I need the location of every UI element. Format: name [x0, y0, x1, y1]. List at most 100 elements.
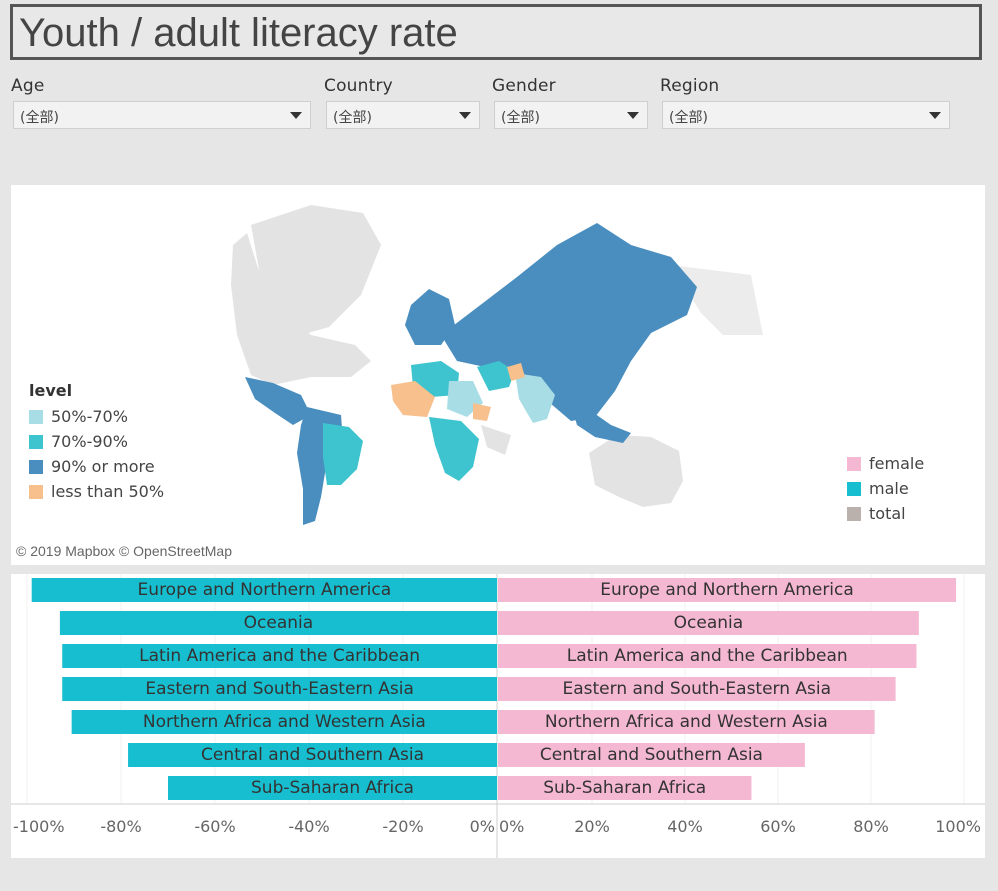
map-africa-mid[interactable]	[429, 417, 479, 481]
bar-male[interactable]	[31, 578, 497, 602]
axis-tick-label: 0%	[499, 817, 524, 836]
bar-male[interactable]	[62, 644, 497, 668]
bar-male-label: Europe and Northern America	[138, 580, 392, 600]
bar-male-label: Central and Southern Asia	[201, 745, 424, 765]
bar-female-label: Latin America and the Caribbean	[567, 646, 848, 666]
bar-female[interactable]	[498, 644, 917, 668]
bar-male[interactable]	[168, 776, 497, 800]
legend-item-label: male	[869, 479, 909, 498]
filter-region-value: (全部)	[669, 110, 708, 126]
bar-male-label: Oceania	[244, 613, 314, 633]
map-attribution[interactable]: © 2019 Mapbox © OpenStreetMap	[16, 543, 232, 559]
legend-item[interactable]: 50%-70%	[29, 404, 164, 429]
dashboard-title-box: Youth / adult literacy rate	[10, 4, 982, 60]
axis-tick-label: 20%	[574, 817, 610, 836]
filter-country-value: (全部)	[333, 110, 372, 126]
dashboard-title: Youth / adult literacy rate	[19, 11, 458, 55]
bar-male-label: Northern Africa and Western Asia	[143, 712, 426, 732]
legend-swatch	[29, 459, 43, 474]
chevron-down-icon[interactable]	[459, 112, 471, 119]
axis-tick-label: -60%	[194, 817, 235, 836]
axis-tick-label: -20%	[382, 817, 423, 836]
map-se-asia[interactable]	[571, 405, 631, 443]
filter-age: Age (全部)	[11, 76, 311, 129]
filter-gender: Gender (全部)	[492, 76, 648, 129]
bar-male-label: Eastern and South-Eastern Asia	[145, 679, 414, 699]
legend-item[interactable]: 70%-90%	[29, 429, 164, 454]
bar-female[interactable]	[498, 611, 919, 635]
bar-female[interactable]	[498, 776, 752, 800]
legend-item-label: less than 50%	[51, 482, 165, 501]
world-map[interactable]	[11, 185, 985, 565]
map-north-america-central[interactable]	[245, 377, 311, 425]
bar-female[interactable]	[498, 578, 957, 602]
bar-male[interactable]	[62, 677, 497, 701]
axis-tick-label: 80%	[853, 817, 889, 836]
legend-gender: female male total	[847, 451, 924, 526]
map-west-africa[interactable]	[391, 381, 435, 417]
legend-item[interactable]: less than 50%	[29, 479, 164, 504]
filter-country-label: Country	[324, 76, 393, 96]
filter-region-dropdown[interactable]: (全部)	[662, 101, 950, 129]
legend-item-label: female	[869, 454, 925, 473]
filter-gender-label: Gender	[492, 76, 556, 96]
map-horn-africa[interactable]	[473, 403, 491, 421]
legend-item-label: 70%-90%	[51, 432, 128, 451]
legend-item-label: 90% or more	[51, 457, 155, 476]
bar-female-label: Oceania	[674, 613, 744, 633]
literacy-bar-chart[interactable]: Europe and Northern America Europe and No…	[11, 574, 985, 858]
legend-item[interactable]: male	[847, 476, 924, 501]
filter-country-dropdown[interactable]: (全部)	[326, 101, 480, 129]
bar-female[interactable]	[498, 677, 896, 701]
legend-item-label: total	[869, 504, 906, 523]
bar-female[interactable]	[498, 710, 875, 734]
map-south-asia[interactable]	[515, 373, 555, 423]
bar-male[interactable]	[59, 611, 498, 635]
filter-age-value: (全部)	[20, 110, 59, 126]
map-antarctic-hint	[671, 265, 763, 335]
filter-age-label: Age	[11, 76, 45, 96]
filter-region-label: Region	[660, 76, 720, 96]
filter-gender-value: (全部)	[501, 110, 540, 126]
map-europe[interactable]	[405, 289, 455, 345]
chevron-down-icon[interactable]	[290, 112, 302, 119]
bar-male-label: Sub-Saharan Africa	[251, 778, 414, 798]
map-north-america-north[interactable]	[231, 233, 371, 385]
axis-tick-label: -80%	[100, 817, 141, 836]
legend-swatch	[847, 481, 861, 496]
filter-region: Region (全部)	[660, 76, 950, 129]
map-australia[interactable]	[589, 435, 683, 507]
legend-item[interactable]: female	[847, 451, 924, 476]
map-africa-grey[interactable]	[481, 425, 511, 455]
bar-male[interactable]	[71, 710, 498, 734]
map-russia-asia[interactable]	[441, 223, 697, 421]
bar-female-label: Eastern and South-Eastern Asia	[562, 679, 831, 699]
chevron-down-icon[interactable]	[627, 112, 639, 119]
bar-female-label: Central and Southern Asia	[540, 745, 763, 765]
legend-swatch	[29, 484, 43, 499]
axis-tick-label: 0%	[470, 817, 495, 836]
axis-tick-label: 60%	[760, 817, 796, 836]
axis-tick-label: 100%	[935, 817, 981, 836]
map-greenland[interactable]	[251, 205, 381, 335]
bar-female-label: Europe and Northern America	[600, 580, 854, 600]
map-middle-east[interactable]	[477, 361, 515, 391]
bar-male[interactable]	[128, 743, 498, 767]
legend-item-label: 50%-70%	[51, 407, 128, 426]
bar-female[interactable]	[498, 743, 805, 767]
axis-tick-label: -40%	[288, 817, 329, 836]
chevron-down-icon[interactable]	[929, 112, 941, 119]
map-afghanistan[interactable]	[507, 363, 525, 381]
world-map-panel[interactable]: level 50%-70% 70%-90% 90% or more less t…	[11, 185, 985, 565]
legend-level: level 50%-70% 70%-90% 90% or more less t…	[29, 381, 164, 504]
bar-female-label: Sub-Saharan Africa	[543, 778, 706, 798]
filter-age-dropdown[interactable]: (全部)	[13, 101, 311, 129]
legend-item[interactable]: 90% or more	[29, 454, 164, 479]
map-brazil[interactable]	[323, 423, 363, 485]
axis-tick-label: 40%	[667, 817, 703, 836]
bar-male-label: Latin America and the Caribbean	[139, 646, 420, 666]
axis-tick-label: -100%	[13, 817, 65, 836]
filter-gender-dropdown[interactable]: (全部)	[494, 101, 648, 129]
legend-item[interactable]: total	[847, 501, 924, 526]
filter-country: Country (全部)	[324, 76, 480, 129]
